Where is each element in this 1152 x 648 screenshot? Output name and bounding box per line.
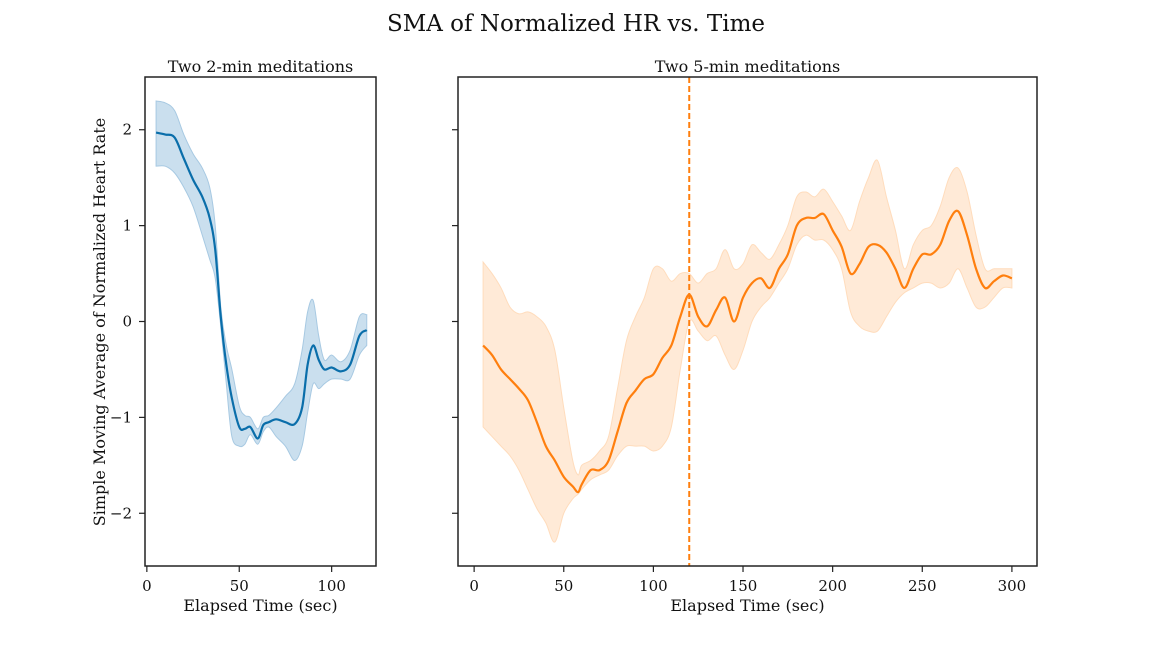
panel-5min: Two 5-min meditations 0 50 100 150 200 250 300 E… <box>452 57 1038 615</box>
x-tick-label: 50 <box>230 577 249 595</box>
sma-series-line <box>155 131 368 440</box>
confidence-band <box>155 100 368 462</box>
confidence-band <box>482 159 1013 543</box>
x-tick-label: 200 <box>818 577 847 595</box>
x-tick-label: 0 <box>469 577 479 595</box>
panel-title: Two 5-min meditations <box>655 57 840 76</box>
x-axis-label: Elapsed Time (sec) <box>183 596 337 615</box>
panel-2min: Two 2-min meditations 0 50 100 2 1 0 −1 −2 Elapse… <box>110 57 377 615</box>
y-tick-label: −2 <box>110 504 132 522</box>
x-tick-label: 300 <box>998 577 1027 595</box>
sma-series-line <box>482 209 1013 494</box>
y-tick-label: 1 <box>122 217 132 235</box>
panel-title: Two 2-min meditations <box>168 57 353 76</box>
x-tick-label: 250 <box>908 577 937 595</box>
figure-suptitle: SMA of Normalized HR vs. Time <box>387 11 765 37</box>
x-axis-label: Elapsed Time (sec) <box>670 596 824 615</box>
y-tick-label: 0 <box>122 313 132 331</box>
x-tick-label: 150 <box>729 577 758 595</box>
y-tick-label: 2 <box>122 121 132 139</box>
x-tick-label: 50 <box>554 577 573 595</box>
x-tick-label: 100 <box>317 577 346 595</box>
y-axis-label: Simple Moving Average of Normalized Hear… <box>90 118 109 526</box>
x-tick-label: 100 <box>639 577 668 595</box>
x-tick-label: 0 <box>142 577 152 595</box>
y-tick-label: −1 <box>110 408 132 426</box>
